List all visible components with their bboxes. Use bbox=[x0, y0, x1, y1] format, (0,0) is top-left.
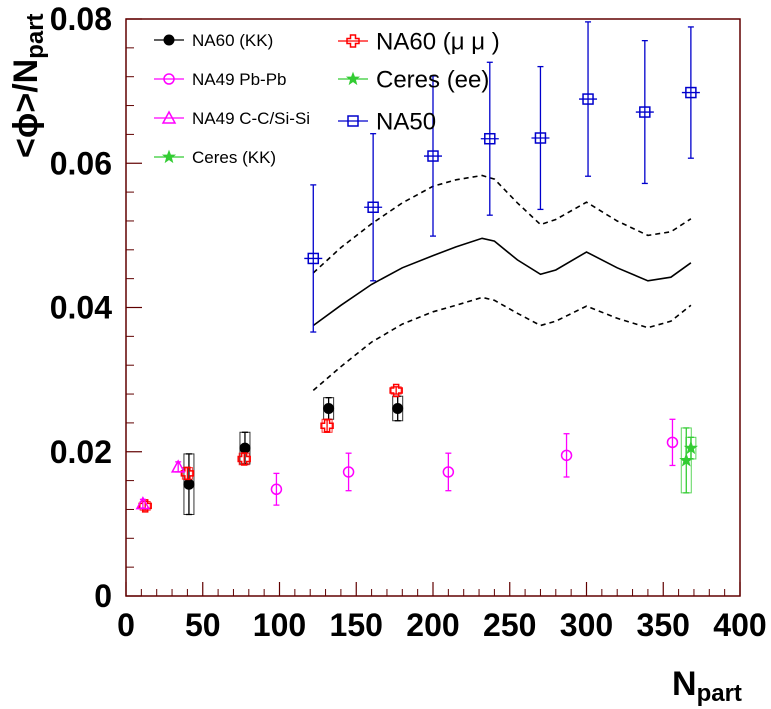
data-point bbox=[320, 419, 334, 433]
data-point bbox=[389, 383, 403, 398]
data-point bbox=[135, 496, 151, 510]
x-tick-label: 250 bbox=[483, 607, 536, 643]
legend-marker bbox=[161, 110, 177, 124]
data-point bbox=[342, 466, 355, 478]
series-NA49 C-C/Si-Si bbox=[135, 459, 186, 510]
legend-marker bbox=[346, 34, 360, 48]
data-point bbox=[180, 466, 195, 481]
data-point bbox=[666, 436, 679, 449]
legend-marker bbox=[347, 115, 359, 127]
legend-entry: NA60 (KK) bbox=[154, 31, 273, 50]
y-tick-label: 0.08 bbox=[50, 1, 112, 37]
x-tick-label: 100 bbox=[253, 607, 306, 643]
y-tick-label: 0 bbox=[94, 578, 112, 614]
legend-label: NA49 C-C/Si-Si bbox=[192, 109, 310, 128]
data-point bbox=[367, 201, 379, 213]
legend-entry: Ceres (ee) bbox=[338, 67, 489, 94]
x-tick-label: 50 bbox=[185, 607, 221, 643]
data-point bbox=[560, 449, 573, 462]
data-point bbox=[442, 466, 455, 478]
data-point bbox=[307, 252, 320, 265]
legend-marker bbox=[345, 71, 361, 86]
x-axis-title-main: N bbox=[672, 665, 697, 703]
curve-model-upper bbox=[312, 174, 692, 274]
series-NA60 (μ μ ) bbox=[138, 383, 403, 513]
x-tick-label: 150 bbox=[330, 607, 383, 643]
data-point bbox=[237, 452, 251, 466]
data-point bbox=[270, 483, 283, 496]
y-axis-title-main: <ϕ>/N bbox=[7, 59, 45, 158]
x-axis-title: Npart bbox=[672, 665, 742, 707]
data-points bbox=[135, 21, 700, 516]
y-tick-label: 0.06 bbox=[50, 145, 112, 181]
x-tick-label: 350 bbox=[637, 607, 690, 643]
y-tick-label: 0.02 bbox=[50, 434, 112, 470]
series-Ceres (KK) bbox=[683, 436, 698, 460]
curve-model bbox=[312, 237, 692, 327]
legend-label: Ceres (ee) bbox=[376, 67, 489, 94]
curve-model-lower bbox=[312, 296, 692, 392]
legend-entry: NA49 Pb-Pb bbox=[154, 70, 287, 89]
series-NA50 bbox=[304, 21, 700, 333]
legend-label: NA60 (KK) bbox=[192, 31, 273, 50]
series-NA49 Pb-Pb bbox=[270, 418, 679, 506]
x-tick-label: 300 bbox=[560, 607, 613, 643]
x-tick-label: 0 bbox=[117, 607, 135, 643]
legend-label: NA50 bbox=[376, 109, 436, 136]
legend-marker bbox=[163, 73, 175, 85]
data-point bbox=[683, 440, 698, 455]
data-point bbox=[582, 93, 594, 105]
model-curves bbox=[312, 174, 692, 392]
legend-entry: NA60 (μ μ ) bbox=[338, 29, 500, 56]
legend-label: Ceres (KK) bbox=[192, 148, 276, 167]
x-axis-title-sub: part bbox=[697, 680, 742, 707]
x-tick-label: 400 bbox=[713, 607, 766, 643]
legend-label: NA60 (μ μ ) bbox=[376, 29, 500, 56]
y-tick-label: 0.04 bbox=[50, 290, 112, 326]
data-point bbox=[685, 86, 697, 99]
legend-marker bbox=[161, 149, 177, 164]
legend-label: NA49 Pb-Pb bbox=[192, 70, 287, 89]
y-axis-title: <ϕ>/Npart bbox=[7, 13, 49, 158]
data-point bbox=[323, 402, 335, 414]
legend-marker bbox=[163, 34, 175, 46]
data-point bbox=[427, 150, 439, 162]
data-point bbox=[183, 478, 195, 490]
legend-entry: NA49 C-C/Si-Si bbox=[154, 109, 310, 128]
y-axis-title-sub: part bbox=[22, 13, 49, 58]
axes: 0 50 100 150 200 250 300 350 400 0 0.02 0.04 0.06 0.0… bbox=[50, 1, 767, 643]
legend-entry: NA50 bbox=[338, 109, 436, 136]
data-point bbox=[639, 106, 651, 118]
x-tick-label: 200 bbox=[406, 607, 459, 643]
data-point bbox=[484, 132, 496, 145]
legend-entry: Ceres (KK) bbox=[154, 148, 276, 167]
data-point bbox=[239, 442, 251, 454]
data-point bbox=[534, 132, 547, 144]
data-point bbox=[170, 459, 186, 473]
legend: NA60 (KK) NA49 Pb-Pb NA49 C-C/Si-Si Ceres (… bbox=[154, 29, 500, 167]
data-point bbox=[392, 402, 404, 414]
